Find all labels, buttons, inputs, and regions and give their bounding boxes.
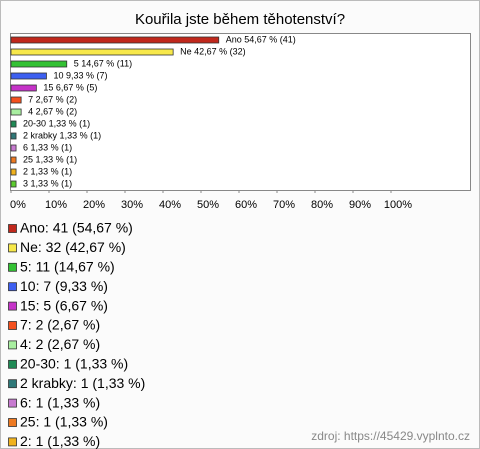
bar bbox=[10, 108, 22, 116]
x-tick-label: 100% bbox=[384, 199, 412, 211]
value-label: 2 krabky 1,33 % (1) bbox=[23, 130, 101, 140]
legend-swatch bbox=[8, 379, 17, 389]
x-tick-label: 0% bbox=[10, 199, 26, 211]
bar bbox=[10, 48, 174, 56]
legend-swatch bbox=[8, 359, 17, 369]
value-label: 20-30 1,33 % (1) bbox=[23, 118, 90, 128]
legend-label: 15: 5 (6,67 %) bbox=[20, 297, 108, 313]
bar bbox=[10, 72, 47, 80]
legend-label: 4: 2 (2,67 %) bbox=[20, 336, 100, 352]
x-tick-label: 70% bbox=[273, 199, 295, 211]
x-tick-label: 30% bbox=[121, 199, 143, 211]
value-label: 25 1,33 % (1) bbox=[23, 154, 77, 164]
legend-swatch bbox=[8, 224, 17, 233]
legend-swatch bbox=[8, 321, 17, 330]
bar bbox=[10, 96, 22, 104]
legend-swatch bbox=[8, 243, 17, 253]
value-label: 7 2,67 % (2) bbox=[28, 94, 77, 104]
legend-swatch bbox=[8, 340, 17, 350]
legend-label: 2: 1 (1,33 %) bbox=[20, 433, 100, 449]
value-label: 6 1,33 % (1) bbox=[23, 142, 72, 152]
legend-label: 10: 7 (9,33 %) bbox=[20, 278, 108, 294]
value-label: 4 2,67 % (2) bbox=[28, 106, 77, 116]
bar bbox=[10, 132, 17, 140]
legend-swatch bbox=[8, 437, 17, 447]
legend-swatch bbox=[8, 418, 17, 427]
bar bbox=[10, 84, 37, 92]
source: zdroj: https://45429.vyplnto.cz bbox=[311, 429, 470, 443]
legend-label: 20-30: 1 (1,33 %) bbox=[20, 356, 128, 372]
bar bbox=[10, 156, 17, 164]
bar bbox=[10, 60, 68, 68]
value-label: 2 1,33 % (1) bbox=[23, 166, 72, 176]
legend-label: 25: 1 (1,33 %) bbox=[20, 414, 108, 430]
bar bbox=[10, 144, 17, 152]
value-label: 10 9,33 % (7) bbox=[53, 70, 107, 80]
legend-swatch bbox=[8, 282, 17, 292]
x-tick-label: 10% bbox=[45, 199, 67, 211]
x-tick-label: 60% bbox=[235, 199, 257, 211]
bar bbox=[10, 168, 17, 176]
value-label: 3 1,33 % (1) bbox=[23, 178, 72, 188]
legend-swatch bbox=[8, 301, 17, 311]
legend-label: Ne: 32 (42,67 %) bbox=[20, 239, 126, 255]
legend-label: 6: 1 (1,33 %) bbox=[20, 394, 100, 410]
x-tick-label: 40% bbox=[159, 199, 181, 211]
x-tick-label: 90% bbox=[349, 199, 371, 211]
value-label: Ano 54,67 % (41) bbox=[226, 34, 296, 44]
legend-label: Ano: 41 (54,67 %) bbox=[20, 220, 133, 236]
legend-label: 2 krabky: 1 (1,33 %) bbox=[20, 375, 145, 391]
x-tick-label: 80% bbox=[311, 199, 333, 211]
bar bbox=[10, 180, 17, 188]
legend-swatch bbox=[8, 398, 17, 408]
value-label: 5 14,67 % (11) bbox=[74, 58, 132, 68]
bar bbox=[10, 36, 220, 44]
legend-swatch bbox=[8, 262, 17, 272]
bar bbox=[10, 120, 17, 128]
x-tick-label: 50% bbox=[197, 199, 219, 211]
chart-title: Kouřila jste během těhotenství? bbox=[135, 11, 345, 28]
legend-label: 5: 11 (14,67 %) bbox=[20, 259, 115, 275]
plot-area bbox=[10, 33, 471, 191]
value-label: Ne 42,67 % (32) bbox=[180, 46, 246, 56]
value-label: 15 6,67 % (5) bbox=[43, 82, 97, 92]
x-tick-label: 20% bbox=[83, 199, 105, 211]
legend-label: 7: 2 (2,67 %) bbox=[20, 317, 100, 333]
